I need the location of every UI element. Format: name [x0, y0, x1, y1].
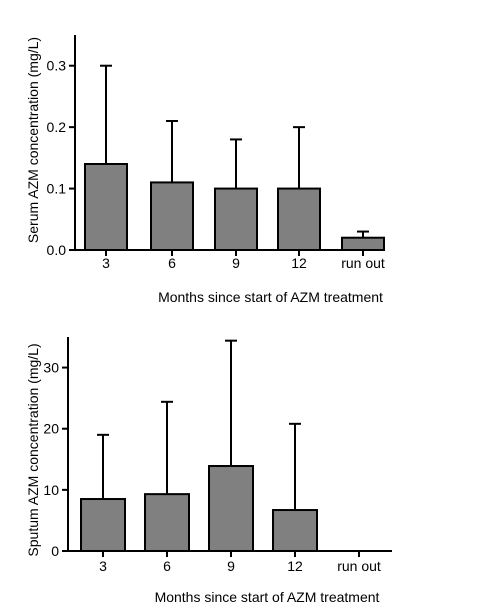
- x-tick-label: 12: [291, 255, 307, 271]
- x-tick-label: 3: [102, 255, 110, 271]
- x-tick-label: 6: [168, 255, 176, 271]
- x-tick-label: run out: [337, 558, 381, 574]
- x-tick-label: 6: [163, 558, 171, 574]
- y-tick-label: 0.0: [47, 242, 67, 258]
- bar: [84, 163, 128, 251]
- x-axis-title: Months since start of AZM treatment: [158, 289, 383, 305]
- y-tick-label: 20: [43, 421, 59, 437]
- bar: [272, 509, 318, 552]
- y-axis-title: Sputum AZM concentration (mg/L): [25, 343, 41, 556]
- y-tick-label: 10: [43, 482, 59, 498]
- y-axis-title: Serum AZM concentration (mg/L): [25, 37, 41, 243]
- bar: [214, 187, 258, 251]
- x-tick-label: 12: [287, 558, 303, 574]
- bar: [150, 181, 194, 251]
- sputum-chart: 0 10 20 30 3 6 9 12 run out Months since start of…: [25, 337, 392, 605]
- y-tick-label: 30: [43, 360, 59, 376]
- bar: [80, 498, 126, 552]
- x-tick-label: 3: [99, 558, 107, 574]
- y-tick-label: 0.1: [47, 181, 67, 197]
- bar: [341, 236, 385, 251]
- x-axis-title: Months since start of AZM treatment: [155, 589, 380, 605]
- bar: [208, 465, 254, 552]
- bar: [277, 187, 321, 251]
- y-tick-label: 0: [51, 543, 59, 559]
- serum-chart: 0.0 0.1 0.2 0.3 3 6 9 12 run out Months since sta…: [25, 35, 385, 305]
- y-tick-label: 0.3: [47, 58, 67, 74]
- bar: [144, 493, 190, 553]
- x-tick-label: 9: [232, 255, 240, 271]
- x-tick-label: 9: [227, 558, 235, 574]
- y-tick-label: 0.2: [47, 119, 67, 135]
- x-tick-label: run out: [341, 255, 385, 271]
